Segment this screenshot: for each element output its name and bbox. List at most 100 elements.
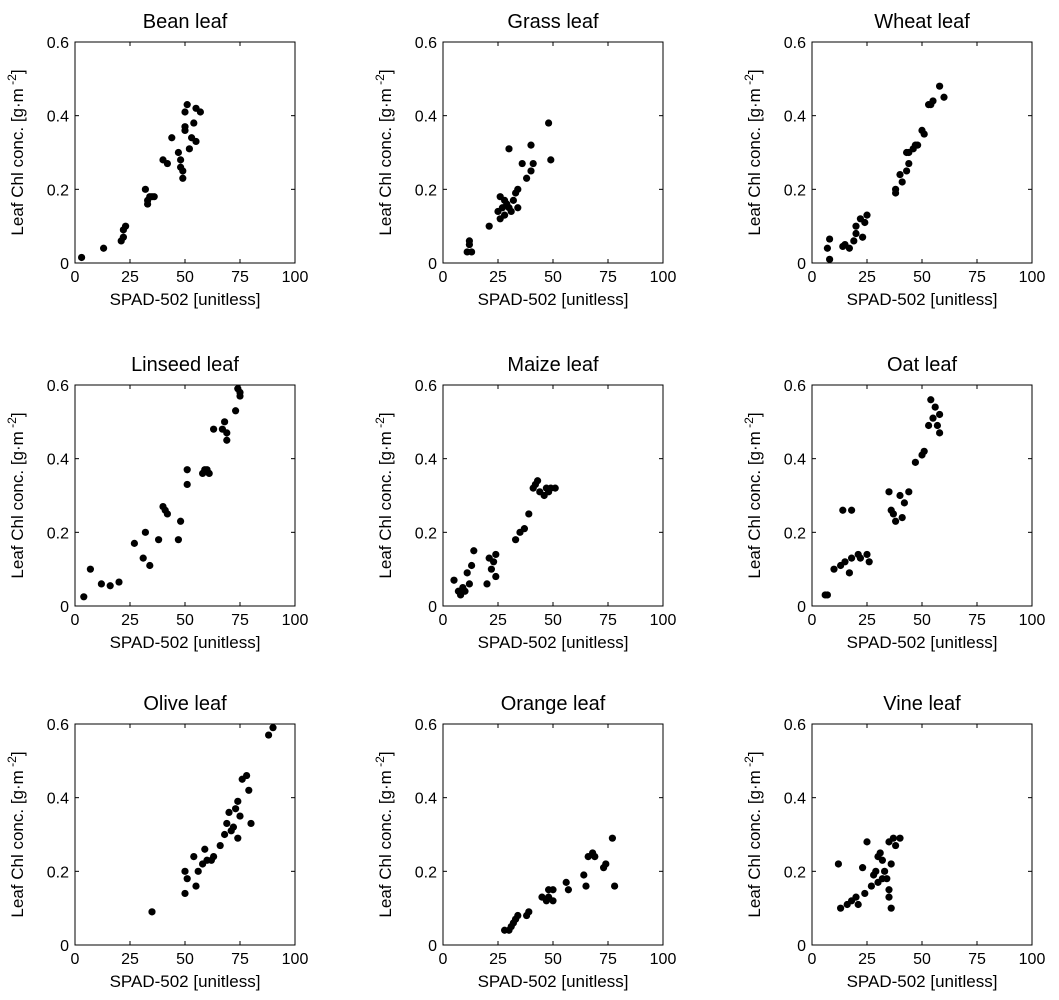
y-axis-label-close: ] bbox=[745, 69, 764, 74]
data-point bbox=[163, 510, 171, 518]
data-point bbox=[483, 580, 491, 588]
data-point bbox=[841, 558, 849, 566]
data-point bbox=[461, 587, 469, 595]
data-point bbox=[485, 222, 493, 230]
data-point bbox=[861, 218, 869, 227]
data-point bbox=[174, 148, 182, 157]
data-point bbox=[889, 510, 898, 518]
y-axis-label: Leaf Chl conc. [g·m -2] bbox=[742, 751, 764, 917]
x-axis-label: SPAD-502 [unitless] bbox=[110, 972, 261, 991]
y-tick-label: 0.2 bbox=[784, 864, 806, 881]
data-point bbox=[564, 886, 573, 894]
y-tick-label: 0.6 bbox=[784, 378, 806, 395]
data-point bbox=[929, 414, 937, 422]
data-point bbox=[936, 429, 944, 437]
x-tick-label: 50 bbox=[544, 269, 562, 286]
data-point bbox=[177, 517, 185, 525]
data-point bbox=[181, 123, 189, 131]
data-point bbox=[236, 812, 244, 820]
data-point bbox=[863, 550, 871, 559]
data-point bbox=[192, 882, 200, 890]
data-point bbox=[232, 407, 240, 415]
data-point bbox=[514, 204, 522, 212]
y-axis-label-main: Leaf Chl conc. [g·m bbox=[745, 431, 764, 578]
y-tick-label: 0 bbox=[797, 938, 806, 955]
data-point bbox=[97, 580, 105, 588]
x-tick-label: 25 bbox=[489, 951, 507, 968]
x-tick-label: 50 bbox=[913, 269, 931, 286]
x-tick-label: 50 bbox=[913, 951, 931, 968]
y-tick-label: 0.4 bbox=[784, 452, 806, 469]
x-tick-label: 75 bbox=[599, 269, 617, 286]
data-point bbox=[468, 248, 476, 256]
y-axis-label-main: Leaf Chl conc. [g·m bbox=[376, 431, 395, 578]
data-point bbox=[146, 561, 154, 570]
data-point bbox=[523, 174, 531, 182]
data-point bbox=[845, 569, 854, 577]
y-tick-label: 0.4 bbox=[47, 791, 69, 808]
data-point bbox=[509, 196, 517, 204]
data-point bbox=[183, 466, 191, 474]
data-point bbox=[514, 911, 522, 920]
data-point bbox=[896, 834, 904, 842]
y-tick-label: 0.2 bbox=[47, 525, 69, 542]
data-point bbox=[179, 174, 187, 182]
data-point bbox=[216, 841, 224, 850]
x-tick-label: 25 bbox=[858, 612, 876, 629]
data-point bbox=[549, 886, 557, 894]
data-point bbox=[141, 528, 149, 536]
data-point bbox=[826, 255, 834, 263]
y-tick-label: 0 bbox=[797, 599, 806, 616]
y-axis-label-exponent: -2 bbox=[742, 756, 756, 770]
data-point bbox=[196, 108, 204, 116]
x-tick-label: 25 bbox=[121, 612, 139, 629]
y-tick-label: 0 bbox=[60, 599, 69, 616]
plot-frame bbox=[74, 723, 296, 946]
data-point bbox=[940, 93, 948, 101]
x-tick-label: 25 bbox=[489, 612, 507, 629]
y-tick-label: 0.4 bbox=[47, 452, 69, 469]
data-point bbox=[243, 771, 251, 780]
x-tick-label: 50 bbox=[544, 951, 562, 968]
data-point bbox=[914, 141, 922, 149]
x-tick-label: 100 bbox=[1019, 269, 1046, 286]
data-point bbox=[931, 403, 939, 411]
data-point bbox=[450, 576, 458, 584]
data-point bbox=[210, 425, 218, 433]
data-point bbox=[545, 119, 553, 127]
data-point bbox=[190, 119, 198, 127]
data-point bbox=[608, 834, 617, 842]
y-axis-label: Leaf Chl conc. [g·m -2] bbox=[742, 69, 764, 235]
data-point bbox=[823, 591, 832, 599]
data-point bbox=[514, 185, 522, 193]
y-tick-label: 0.6 bbox=[784, 717, 806, 734]
data-point bbox=[223, 819, 231, 828]
x-tick-label: 25 bbox=[858, 269, 876, 286]
x-tick-label: 100 bbox=[282, 951, 309, 968]
data-point bbox=[883, 875, 891, 883]
y-axis-label-main: Leaf Chl conc. [g·m bbox=[376, 770, 395, 917]
y-tick-label: 0.6 bbox=[415, 35, 437, 52]
data-point bbox=[234, 834, 242, 842]
x-axis-label: SPAD-502 [unitless] bbox=[847, 972, 998, 991]
x-tick-label: 100 bbox=[282, 269, 309, 286]
data-point bbox=[892, 841, 900, 850]
data-point bbox=[181, 108, 189, 116]
x-tick-label: 75 bbox=[599, 951, 617, 968]
data-point bbox=[168, 134, 176, 142]
data-point bbox=[130, 539, 138, 547]
y-axis-label-exponent: -2 bbox=[742, 417, 756, 431]
data-point bbox=[465, 580, 473, 588]
data-point bbox=[848, 506, 856, 514]
data-point bbox=[100, 244, 108, 252]
y-tick-label: 0.4 bbox=[47, 109, 69, 126]
data-point bbox=[837, 904, 845, 912]
y-tick-label: 0.6 bbox=[47, 717, 69, 734]
data-point bbox=[201, 845, 209, 853]
data-point bbox=[933, 421, 942, 430]
data-point bbox=[887, 860, 895, 868]
x-tick-label: 25 bbox=[489, 269, 507, 286]
x-tick-label: 75 bbox=[968, 951, 986, 968]
data-point bbox=[247, 819, 255, 828]
x-tick-label: 75 bbox=[968, 612, 986, 629]
